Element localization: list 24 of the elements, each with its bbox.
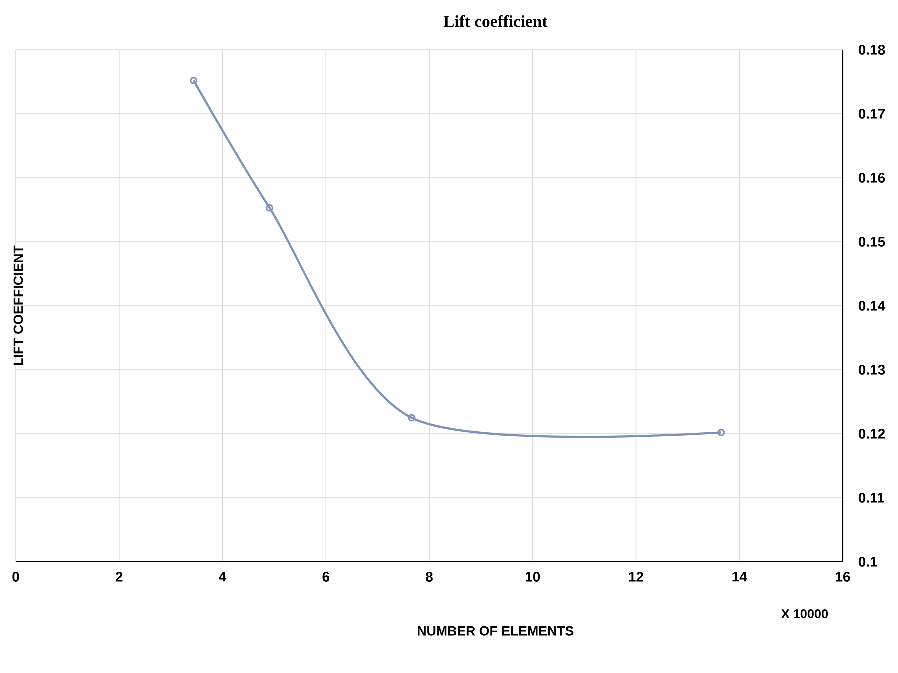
x-tick-label: 14 — [732, 572, 748, 582]
x-axis-title: NUMBER OF ELEMENTS — [418, 626, 574, 636]
x-tick-label: 2 — [116, 572, 123, 582]
y-tick-label: 0.12 — [858, 429, 886, 439]
y-tick-label: 0.11 — [858, 493, 884, 503]
point — [408, 414, 416, 422]
x-tick-label: 12 — [629, 572, 644, 582]
x-tick-label: 4 — [219, 572, 227, 582]
y-tick-label: 0.17 — [858, 109, 886, 119]
x-tick-label: 6 — [322, 572, 330, 582]
y-tick-label: 0.18 — [858, 45, 886, 55]
chart-title: Lift coefficient — [444, 15, 548, 28]
y-tick-label: 0.1 — [858, 557, 878, 567]
y-tick-label: 0.14 — [858, 301, 886, 311]
text: X 10000 — [781, 610, 828, 618]
x-tick-label: 16 — [836, 572, 850, 582]
y-tick-label: 0.15 — [858, 237, 886, 247]
y-tick-label: 0.13 — [858, 365, 886, 375]
point — [266, 204, 274, 212]
x-tick-label: 10 — [526, 572, 540, 582]
y-axis-title: LIFT COEFFICIENT — [14, 246, 24, 366]
x-tick-label: 0 — [12, 572, 20, 582]
y-tick-label: 0.16 — [858, 173, 886, 183]
x-tick-label: 8 — [426, 572, 433, 582]
